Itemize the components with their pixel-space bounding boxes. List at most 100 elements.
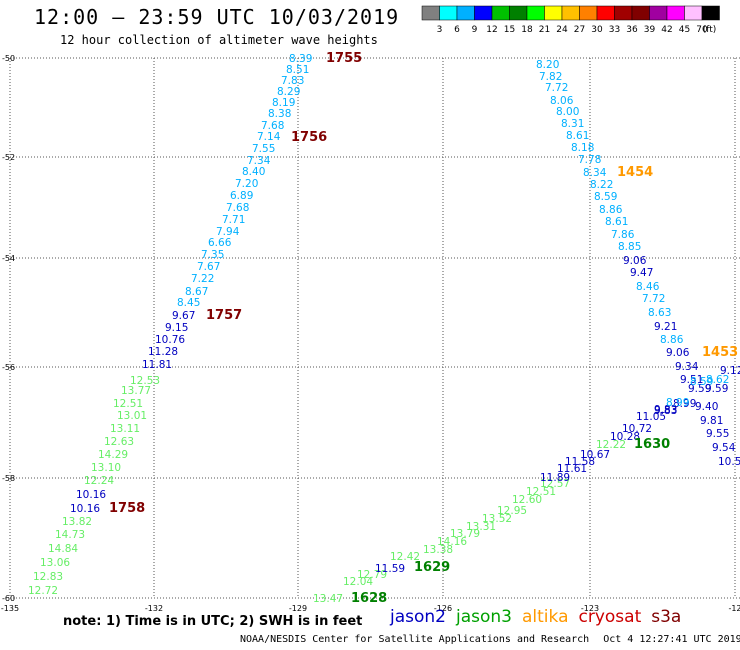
lon-tick-label: -126: [434, 604, 452, 613]
swh-value: 8.34: [583, 167, 607, 179]
swh-value: 12.04: [343, 576, 373, 588]
swh-value: 6.89: [230, 190, 253, 202]
swh-value: 13.06: [40, 557, 70, 569]
swh-value: 13.47: [313, 593, 343, 605]
time-label: 1629: [414, 560, 450, 575]
lon-tick-label: -12: [728, 604, 740, 613]
lat-tick-label: -60: [2, 594, 15, 603]
colorbar-label: 30: [591, 25, 603, 35]
swh-value: 13.82: [62, 516, 92, 528]
swh-value: 13.10: [91, 462, 121, 474]
swh-value: 12.22: [596, 439, 626, 451]
swh-value: 14.84: [48, 543, 78, 555]
swh-value: 12.57: [540, 478, 570, 490]
swh-value: 8.99: [673, 398, 696, 410]
swh-value: 8.38: [268, 108, 291, 120]
swh-value: 10.16: [70, 503, 100, 515]
swh-value: 7.67: [197, 261, 220, 273]
swh-value: 7.20: [235, 178, 258, 190]
footer: NOAA/NESDIS Center for Satellite Applica…: [240, 634, 740, 645]
swh-value: 11.58: [565, 456, 595, 468]
colorbar-label: 70: [696, 25, 708, 35]
swh-value: 7.14: [257, 131, 281, 143]
swh-value: 8.63: [648, 307, 671, 319]
map-title: 12:00 – 23:59 UTC 10/03/2019: [34, 5, 400, 29]
legend-jason2: jason2: [390, 607, 446, 627]
time-label: 1756: [291, 130, 327, 145]
swh-value: 9.06: [666, 347, 690, 359]
swh-value: 11.61: [557, 463, 587, 475]
lat-tick-label: -54: [2, 254, 15, 263]
swh-value: 9.47: [630, 267, 653, 279]
time-label: 1628: [351, 591, 387, 606]
swh-value: 8.61: [605, 216, 628, 228]
swh-value: 8.85: [618, 241, 641, 253]
swh-value: 13.52: [482, 513, 512, 525]
wave-height-map: -50 -52 -54 -56 -58 -60-135 -132 -129 -126 -123 -1…: [1, 51, 740, 613]
swh-value: 7.71: [222, 214, 245, 226]
lon-tick-label: -123: [581, 604, 599, 613]
swh-value: 14.73: [55, 529, 85, 541]
lon-tick-label: -132: [145, 604, 163, 613]
lon-tick-label: -129: [289, 604, 307, 613]
swh-value: 9.67: [172, 310, 195, 322]
swh-value: 6.66: [208, 237, 232, 249]
swh-value: 8.18: [571, 142, 594, 154]
satellite-legend: jason2 jason3 altika cryosat s3a: [390, 607, 691, 627]
swh-value: 12.60: [512, 494, 542, 506]
swh-value: 9.15: [165, 322, 188, 334]
swh-value: 8.99: [666, 397, 689, 409]
swh-value: 11.81: [142, 359, 172, 371]
time-label: 1758: [109, 501, 145, 516]
swh-value: 9.34: [675, 361, 699, 373]
swh-value: 9.54: [712, 442, 736, 454]
swh-value: 10.28: [610, 431, 640, 443]
swh-value: 12.83: [33, 571, 63, 583]
swh-value: 7.34: [247, 155, 271, 167]
swh-value: 9.21: [654, 321, 677, 333]
swh-value: 7.68: [226, 202, 249, 214]
swh-value: 8.62: [706, 374, 729, 386]
legend-s3a: s3a: [651, 607, 682, 627]
time-label: 1757: [206, 308, 242, 323]
swh-value: 12.72: [28, 585, 58, 597]
swh-value: 8.61: [566, 130, 589, 142]
swh-value: 12.51: [113, 398, 143, 410]
colorbar-label: 9: [472, 25, 478, 35]
swh-value: 12.63: [104, 436, 134, 448]
swh-value: 8.67: [185, 286, 208, 298]
map-grid: [9, 57, 740, 599]
swh-value: 8.22: [590, 179, 613, 191]
swh-value: 12.42: [390, 551, 420, 563]
swh-value: 12.51: [526, 486, 556, 498]
footer-timestamp: Oct 4 12:27:41 UTC 2019: [603, 634, 740, 645]
colorbar-label: 6: [454, 25, 460, 35]
swh-value: 9.55: [706, 428, 729, 440]
swh-value: 9.59: [705, 383, 728, 395]
swh-value: 8.06: [550, 95, 574, 107]
time-label: 1453: [702, 345, 738, 360]
swh-value: 8.59: [594, 191, 617, 203]
swh-value: 8.00: [556, 106, 579, 118]
swh-value: 8.29: [277, 86, 300, 98]
colorbar-label: 21: [539, 25, 550, 35]
colorbar-label: 12: [486, 25, 497, 35]
swh-value: 8.39: [289, 53, 312, 65]
swh-value: 11.05: [636, 411, 666, 423]
swh-value: 10.5: [718, 456, 740, 468]
swh-value: 14.16: [437, 536, 467, 548]
swh-value: 8.40: [242, 166, 265, 178]
swh-value: 8.31: [561, 118, 584, 130]
colorbar-label: 27: [574, 25, 585, 35]
colorbar-label: 36: [626, 25, 638, 35]
colorbar-label: 39: [644, 25, 656, 35]
colorbar-label: 24: [556, 25, 568, 35]
swh-value: 10.16: [76, 489, 106, 501]
swh-value: 13.11: [110, 423, 140, 435]
colorbar-swatch: [701, 5, 720, 21]
colorbar-label: 45: [679, 25, 690, 35]
swh-value: 13.01: [117, 410, 147, 422]
swh-value: 8.86: [660, 334, 684, 346]
swh-value: 9.12: [720, 365, 740, 377]
swh-value: 8.45: [177, 297, 200, 309]
